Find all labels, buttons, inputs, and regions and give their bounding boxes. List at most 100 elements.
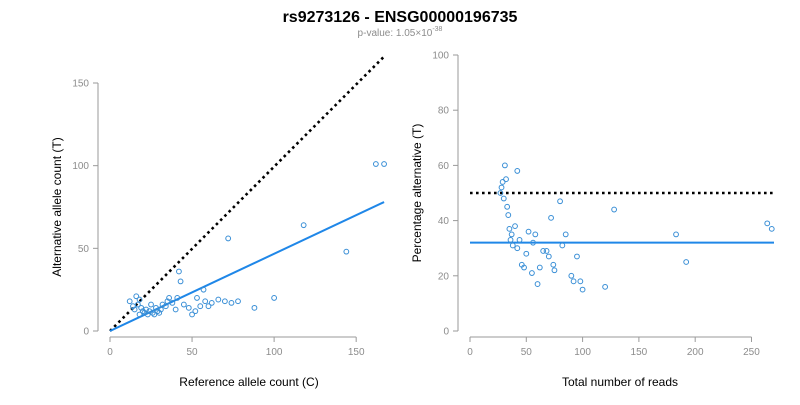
pvalue-prefix: p-value: 1.05×10 (358, 28, 433, 39)
right-data-point (602, 283, 609, 290)
right-data-point (530, 239, 536, 246)
left-x-tick-label: 0 (107, 347, 113, 358)
left-x-tick-label: 50 (186, 347, 198, 358)
right-data-point (514, 245, 521, 252)
left-data-point (251, 304, 258, 311)
right-x-tick-label: 50 (521, 347, 533, 358)
left-data-point (157, 306, 164, 313)
left-data-point (166, 295, 172, 301)
left-data-point (189, 311, 195, 318)
left-data-point (135, 301, 141, 308)
right-data-point (570, 278, 577, 285)
left-data-point (169, 299, 176, 306)
left-data-point (149, 309, 156, 316)
right-data-point (562, 231, 569, 238)
chart-title: rs9273126 - ENSG00000196735 (283, 9, 518, 26)
right-data-point (504, 203, 511, 210)
left-data-point (172, 306, 179, 313)
right-data-point (506, 225, 513, 232)
right-data-point (551, 267, 558, 274)
right-data-point (545, 253, 552, 260)
right-y-tick-label: 0 (443, 327, 449, 338)
chart-subtitle: p-value: 1.05×10-38 (358, 26, 443, 39)
right-data-point (540, 248, 547, 254)
right-y-tick-label: 100 (432, 51, 449, 62)
left-data-point (139, 308, 146, 315)
left-data-point (143, 306, 150, 313)
right-data-point (764, 220, 771, 227)
left-data-point (138, 304, 145, 311)
left-data-point (141, 309, 148, 316)
left-y-tick-label: 150 (72, 79, 89, 90)
left-data-point (164, 298, 171, 305)
right-data-point (683, 259, 690, 265)
right-data-point (498, 184, 505, 191)
left-data-point (235, 298, 241, 305)
left-data-point (215, 296, 222, 303)
left-data-point (381, 161, 387, 167)
left-data-point (144, 311, 151, 318)
left-data-point (180, 301, 187, 308)
right-data-point (514, 168, 521, 174)
right-y-tick-label: 60 (438, 161, 450, 172)
left-data-point (185, 304, 192, 311)
left-data-point (225, 235, 232, 242)
right-data-point (548, 214, 554, 221)
right-data-point (502, 162, 508, 169)
right-data-point (499, 179, 506, 185)
left-panel: 0 50 100 150 0 50 100 150 Reference allele count… (50, 55, 387, 389)
right-x-tick-label: 150 (631, 347, 648, 358)
right-data-point (512, 223, 518, 230)
left-data-point (372, 161, 379, 167)
right-data-point (500, 195, 507, 202)
right-x-tick-label: 200 (687, 347, 704, 358)
left-data-point (174, 295, 181, 301)
left-y-axis-label: Alternative allele count (T) (50, 137, 64, 276)
left-reference-line (109, 55, 385, 332)
right-x-tick-label: 250 (743, 347, 760, 358)
left-y-tick-label: 50 (78, 244, 90, 255)
right-data-point (543, 248, 550, 254)
left-data-point (151, 311, 158, 318)
right-x-tick-label: 100 (574, 347, 591, 358)
left-data-point (271, 295, 278, 301)
left-data-point (130, 303, 136, 310)
left-data-point (300, 222, 307, 229)
left-data-point (136, 311, 143, 318)
left-data-point (148, 301, 154, 308)
left-data-point (194, 295, 200, 301)
left-y-tick-label: 100 (72, 161, 89, 172)
right-data-point (768, 225, 775, 232)
right-data-point (557, 198, 563, 205)
right-y-axis-label: Percentage alternative (T) (410, 124, 424, 263)
left-x-axis-label: Reference allele count (C) (179, 375, 318, 389)
right-data-point (579, 286, 586, 293)
left-data-point (159, 301, 166, 308)
right-data-point (508, 231, 515, 238)
right-data-point (503, 176, 509, 183)
left-y-tick-label: 0 (83, 327, 89, 338)
left-data-point (154, 308, 161, 315)
right-data-point (516, 237, 523, 243)
right-data-point (536, 264, 543, 271)
left-data-point (228, 299, 235, 306)
left-data-point (126, 298, 133, 305)
right-data-point (505, 212, 512, 218)
right-x-axis-label: Total number of reads (562, 375, 678, 389)
left-data-point (221, 298, 228, 305)
left-data-point (153, 304, 159, 311)
left-data-point (146, 308, 153, 315)
right-panel: 0 50 100 150 200 250 0 20 40 60 80 100 Total number … (410, 51, 775, 389)
left-x-tick-label: 100 (266, 347, 283, 358)
right-data-point (507, 237, 514, 243)
right-data-point (521, 264, 527, 271)
right-data-point (568, 272, 575, 279)
right-data-point (497, 190, 504, 196)
right-data-point (577, 278, 584, 285)
right-data-point (673, 231, 679, 238)
pvalue-exponent: -38 (432, 26, 442, 33)
left-data-point (156, 309, 163, 316)
right-y-tick-label: 80 (438, 106, 450, 117)
